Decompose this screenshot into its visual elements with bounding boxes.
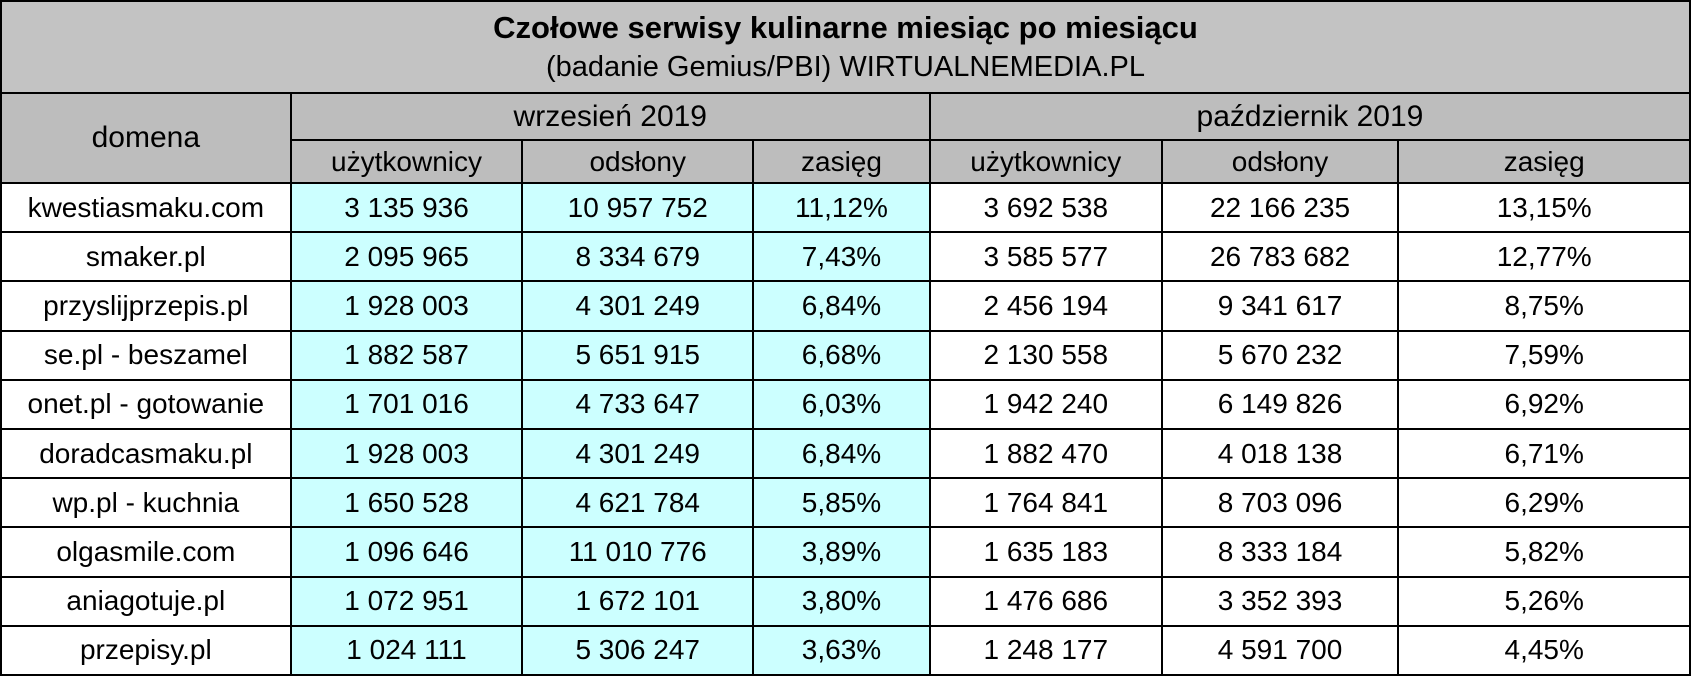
sep-reach-cell: 7,43% (752, 231, 931, 283)
oct-reach-cell: 6,92% (1397, 378, 1691, 430)
sep-reach-cell: 6,68% (752, 329, 931, 381)
oct-reach-cell: 8,75% (1397, 280, 1691, 332)
table-row: doradcasmaku.pl 1 928 003 4 301 249 6,84… (0, 427, 1691, 480)
domain-cell: aniagotuje.pl (0, 575, 292, 627)
table-row: przyslijprzepis.pl 1 928 003 4 301 249 6… (0, 280, 1691, 332)
sep-reach-cell: 6,03% (752, 378, 931, 430)
sep-users-cell: 1 701 016 (289, 378, 524, 430)
oct-reach-cell: 5,26% (1397, 575, 1691, 627)
oct-views-cell: 8 703 096 (1160, 477, 1400, 529)
table-subtitle: (badanie Gemius/PBI) WIRTUALNEMEDIA.PL (546, 51, 1145, 84)
oct-reach-cell: 12,77% (1397, 231, 1691, 283)
sep-users-cell: 1 882 587 (289, 329, 524, 381)
sep-views-cell: 5 306 247 (521, 624, 755, 676)
table-row: kwestiasmaku.com 3 135 936 10 957 752 11… (0, 181, 1691, 234)
domain-cell: przepisy.pl (0, 624, 292, 676)
sep-reach-cell: 6,84% (752, 427, 931, 480)
table-row: onet.pl - gotowanie 1 701 016 4 733 647 … (0, 378, 1691, 430)
oct-views-cell: 22 166 235 (1160, 181, 1400, 234)
title-cell: Czołowe serwisy kulinarne miesiąc po mie… (0, 0, 1691, 94)
domain-cell: olgasmile.com (0, 526, 292, 578)
oct-views-cell: 26 783 682 (1160, 231, 1400, 283)
sep-views-cell: 4 733 647 (521, 378, 755, 430)
column-header-row: użytkownicy odsłony zasięg użytkownicy o… (1, 139, 1691, 184)
col-header-sep-users: użytkownicy (289, 139, 524, 184)
month-header-september: wrzesień 2019 (289, 92, 931, 141)
col-header-oct-users: użytkownicy (928, 139, 1163, 184)
oct-views-cell: 4 018 138 (1160, 427, 1400, 480)
sep-reach-cell: 11,12% (752, 181, 931, 234)
oct-users-cell: 2 130 558 (928, 329, 1163, 381)
col-header-sep-reach: zasięg (752, 139, 931, 184)
oct-views-cell: 9 341 617 (1160, 280, 1400, 332)
table-row: se.pl - beszamel 1 882 587 5 651 915 6,6… (0, 329, 1691, 381)
domain-cell: smaker.pl (0, 231, 292, 283)
sep-views-cell: 5 651 915 (521, 329, 755, 381)
sep-views-cell: 4 301 249 (521, 280, 755, 332)
oct-views-cell: 8 333 184 (1160, 526, 1400, 578)
table-row: wp.pl - kuchnia 1 650 528 4 621 784 5,85… (0, 477, 1691, 529)
col-header-oct-reach: zasięg (1397, 139, 1691, 184)
domain-cell: doradcasmaku.pl (0, 427, 292, 480)
oct-reach-cell: 7,59% (1397, 329, 1691, 381)
domain-cell: onet.pl - gotowanie (0, 378, 292, 430)
month-header-row: domena wrzesień 2019 październik 2019 (0, 92, 1691, 184)
table-row: przepisy.pl 1 024 111 5 306 247 3,63% 1 … (0, 624, 1691, 676)
table-row: smaker.pl 2 095 965 8 334 679 7,43% 3 58… (0, 231, 1691, 283)
sep-reach-cell: 3,63% (752, 624, 931, 676)
oct-reach-cell: 6,71% (1397, 427, 1691, 480)
sep-views-cell: 4 301 249 (521, 427, 755, 480)
sep-reach-cell: 6,84% (752, 280, 931, 332)
sep-views-cell: 8 334 679 (521, 231, 755, 283)
oct-users-cell: 3 585 577 (928, 231, 1163, 283)
domain-cell: wp.pl - kuchnia (0, 477, 292, 529)
col-header-oct-views: odsłony (1160, 139, 1400, 184)
oct-users-cell: 1 882 470 (928, 427, 1163, 480)
sep-views-cell: 4 621 784 (521, 477, 755, 529)
oct-users-cell: 1 248 177 (928, 624, 1163, 676)
sep-users-cell: 1 928 003 (289, 280, 524, 332)
sep-reach-cell: 3,80% (752, 575, 931, 627)
oct-users-cell: 1 476 686 (928, 575, 1163, 627)
sep-users-cell: 1 650 528 (289, 477, 524, 529)
sep-users-cell: 1 024 111 (289, 624, 524, 676)
table-row: olgasmile.com 1 096 646 11 010 776 3,89%… (0, 526, 1691, 578)
oct-users-cell: 2 456 194 (928, 280, 1163, 332)
month-header-october: październik 2019 (928, 92, 1691, 141)
oct-users-cell: 1 635 183 (928, 526, 1163, 578)
oct-views-cell: 3 352 393 (1160, 575, 1400, 627)
oct-views-cell: 4 591 700 (1160, 624, 1400, 676)
sep-reach-cell: 3,89% (752, 526, 931, 578)
oct-reach-cell: 13,15% (1397, 181, 1691, 234)
sep-views-cell: 10 957 752 (521, 181, 755, 234)
col-header-sep-views: odsłony (521, 139, 755, 184)
oct-views-cell: 6 149 826 (1160, 378, 1400, 430)
oct-reach-cell: 4,45% (1397, 624, 1691, 676)
domain-cell: kwestiasmaku.com (0, 181, 292, 234)
table-row: aniagotuje.pl 1 072 951 1 672 101 3,80% … (0, 575, 1691, 627)
oct-users-cell: 1 764 841 (928, 477, 1163, 529)
domain-cell: przyslijprzepis.pl (0, 280, 292, 332)
sep-users-cell: 1 072 951 (289, 575, 524, 627)
oct-views-cell: 5 670 232 (1160, 329, 1400, 381)
oct-users-cell: 3 692 538 (928, 181, 1163, 234)
sep-users-cell: 1 928 003 (289, 427, 524, 480)
domain-column-header: domena (0, 92, 292, 184)
oct-users-cell: 1 942 240 (928, 378, 1163, 430)
title-row: Czołowe serwisy kulinarne miesiąc po mie… (0, 0, 1691, 94)
sep-reach-cell: 5,85% (752, 477, 931, 529)
sep-views-cell: 11 010 776 (521, 526, 755, 578)
sep-users-cell: 1 096 646 (289, 526, 524, 578)
table-title: Czołowe serwisy kulinarne miesiąc po mie… (493, 10, 1198, 46)
domain-cell: se.pl - beszamel (0, 329, 292, 381)
sep-users-cell: 2 095 965 (289, 231, 524, 283)
sep-views-cell: 1 672 101 (521, 575, 755, 627)
oct-reach-cell: 5,82% (1397, 526, 1691, 578)
oct-reach-cell: 6,29% (1397, 477, 1691, 529)
sep-users-cell: 3 135 936 (289, 181, 524, 234)
